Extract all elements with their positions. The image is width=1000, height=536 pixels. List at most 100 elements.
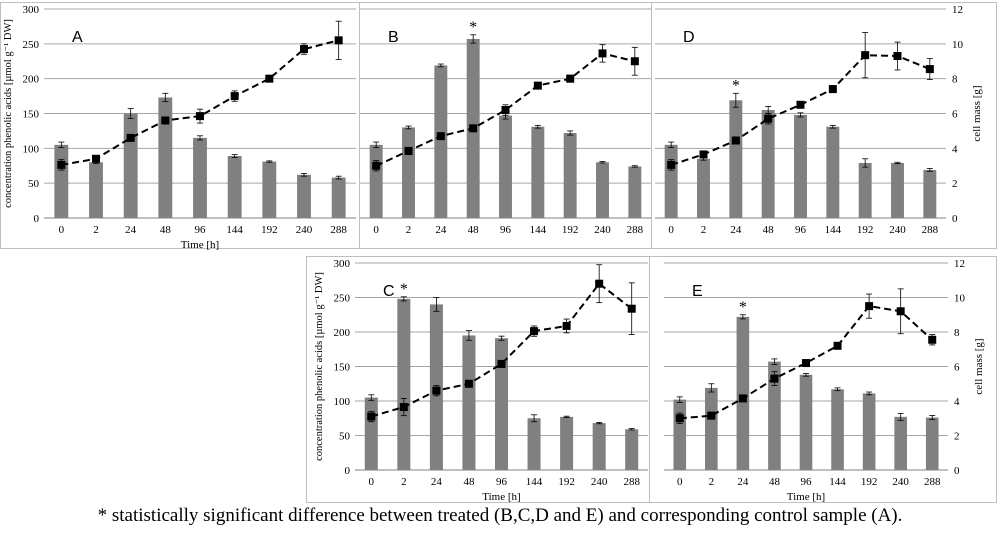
x-tick-label: 24	[431, 476, 443, 488]
bar	[462, 335, 476, 470]
bar	[705, 387, 718, 470]
cell-mass-point	[530, 327, 539, 336]
cell-mass-point	[675, 414, 684, 423]
bar	[297, 174, 311, 218]
significance-marker: *	[400, 281, 408, 298]
y2-tick-label: 6	[952, 109, 958, 121]
panel-letter: D	[683, 29, 695, 46]
bar	[697, 158, 710, 218]
cell-mass-point	[667, 160, 676, 169]
bar	[531, 126, 545, 218]
y-tick-label: 200	[23, 74, 40, 86]
x-tick-label: 240	[892, 476, 909, 488]
x-tick-label: 2	[401, 476, 407, 488]
cell-mass-point	[533, 81, 542, 90]
panel-frame	[651, 2, 997, 249]
x-tick-label: 96	[496, 476, 508, 488]
bar	[858, 162, 872, 218]
panel-a: 0 50 100 150 200 250 300 0 2 24 48 96 144 192 240 288 A T…	[0, 2, 360, 251]
bar	[402, 127, 415, 218]
cell-mass-point	[861, 51, 870, 60]
bar	[158, 97, 173, 218]
cell-mass-point	[865, 302, 874, 311]
y-tick-label: 300	[334, 258, 351, 270]
cell-mass-point	[432, 386, 441, 395]
cell-mass-point	[595, 279, 604, 288]
x-tick-label: 192	[261, 224, 278, 236]
bar	[331, 177, 346, 218]
cell-mass-point	[230, 92, 239, 101]
y2-tick-label: 12	[952, 4, 963, 16]
cell-mass-point	[300, 45, 308, 54]
y2-tick-label: 4	[952, 143, 958, 155]
cell-mass-point	[833, 341, 842, 350]
cell-mass-point	[566, 74, 575, 83]
bar	[397, 298, 411, 470]
x-tick-label: 48	[468, 224, 480, 236]
cell-mass-point	[404, 146, 413, 155]
cell-mass-point	[770, 374, 779, 383]
y2-axis-label: cell mass [g]	[973, 338, 985, 394]
y2-tick-label: 0	[952, 213, 958, 225]
x-tick-label: 144	[226, 224, 243, 236]
x-axis-label: Time [h]	[181, 239, 219, 251]
panel-letter: E	[692, 283, 703, 300]
panel-b: 0 2 24 48 96 144 192 240 288 * B	[359, 2, 652, 249]
x-tick-label: 192	[558, 476, 575, 488]
x-axis-label: Time [h]	[787, 491, 825, 503]
y2-tick-label: 2	[954, 431, 960, 443]
bar	[434, 65, 448, 219]
cell-mass-point	[334, 36, 343, 45]
y2-axis-label: cell mass [g]	[971, 85, 983, 141]
bar	[891, 162, 904, 218]
panel-letter: B	[388, 29, 399, 46]
y-tick-label: 300	[23, 4, 40, 16]
x-tick-label: 192	[562, 224, 579, 236]
bar	[596, 162, 609, 218]
x-tick-label: 2	[406, 224, 412, 236]
y-tick-label: 50	[28, 178, 40, 190]
bar	[563, 133, 577, 218]
x-tick-label: 24	[730, 224, 742, 236]
x-tick-label: 288	[627, 224, 644, 236]
cell-mass-point	[893, 52, 902, 61]
bar	[494, 338, 509, 470]
x-tick-label: 48	[463, 476, 475, 488]
y-tick-label: 50	[339, 431, 351, 443]
x-tick-label: 144	[829, 476, 846, 488]
cell-mass-point	[707, 411, 716, 420]
x-tick-label: 48	[763, 224, 775, 236]
y-tick-label: 150	[23, 109, 40, 121]
y2-tick-label: 8	[954, 327, 960, 339]
significance-marker: *	[739, 299, 747, 316]
x-tick-label: 144	[530, 224, 547, 236]
y2-tick-label: 6	[954, 362, 960, 374]
bar	[729, 100, 743, 218]
x-tick-label: 288	[330, 224, 347, 236]
y-tick-label: 0	[34, 213, 40, 225]
cell-mass-point	[464, 379, 473, 388]
y2-tick-label: 10	[954, 293, 966, 305]
x-tick-label: 2	[93, 224, 99, 236]
x-tick-label: 24	[737, 476, 749, 488]
cell-mass-point	[126, 133, 135, 142]
x-tick-label: 24	[125, 224, 137, 236]
bar	[499, 115, 512, 218]
panel-frame	[649, 256, 997, 503]
cell-mass-point	[161, 116, 170, 125]
bar	[768, 361, 781, 470]
bar	[862, 393, 876, 470]
cell-mass-point	[57, 160, 66, 169]
cell-mass-point	[764, 114, 773, 123]
x-tick-label: 240	[296, 224, 313, 236]
cell-mass-point	[372, 161, 381, 170]
y2-tick-label: 4	[954, 396, 960, 408]
bar	[227, 155, 242, 218]
bar	[628, 166, 642, 218]
y-tick-label: 100	[23, 143, 40, 155]
x-tick-label: 288	[924, 476, 941, 488]
x-tick-label: 288	[623, 476, 640, 488]
y2-tick-label: 0	[954, 465, 960, 477]
